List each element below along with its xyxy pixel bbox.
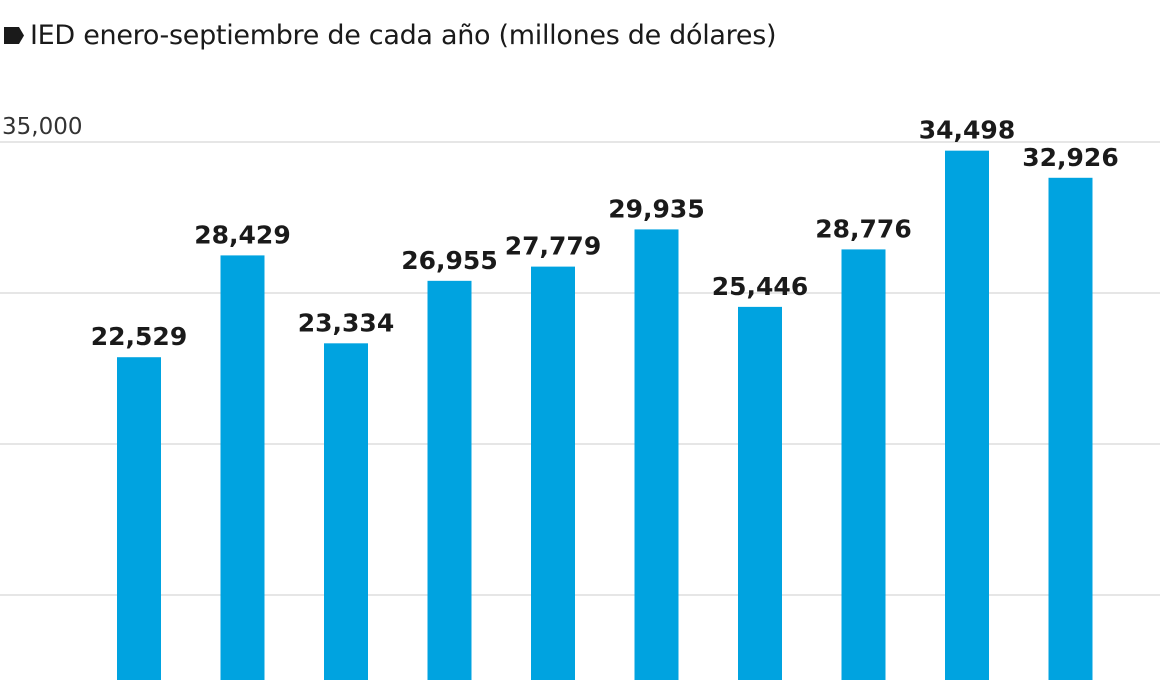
data-label: 28,429	[194, 220, 290, 249]
data-label: 22,529	[91, 322, 187, 351]
data-label: 27,779	[505, 232, 601, 261]
bar	[324, 343, 368, 680]
data-label: 26,955	[401, 246, 497, 275]
title-marker-icon	[4, 27, 24, 44]
data-label: 25,446	[712, 272, 808, 301]
bar	[738, 306, 782, 680]
bar	[945, 150, 989, 680]
chart-title: IED enero-septiembre de cada año (millon…	[4, 20, 777, 51]
y-tick-label: 35,000	[2, 114, 82, 140]
bar	[841, 249, 886, 680]
bar	[531, 266, 575, 680]
bar	[427, 280, 472, 680]
data-label: 23,334	[298, 308, 394, 337]
data-label: 28,776	[815, 214, 911, 243]
data-label: 32,926	[1022, 143, 1118, 172]
bar	[634, 229, 679, 680]
bar	[220, 255, 265, 680]
data-label: 34,498	[919, 116, 1015, 145]
data-label: 29,935	[608, 194, 704, 223]
chart-title-text: IED enero-septiembre de cada año (millon…	[30, 20, 777, 51]
bar	[117, 357, 161, 680]
bar	[1048, 177, 1093, 680]
